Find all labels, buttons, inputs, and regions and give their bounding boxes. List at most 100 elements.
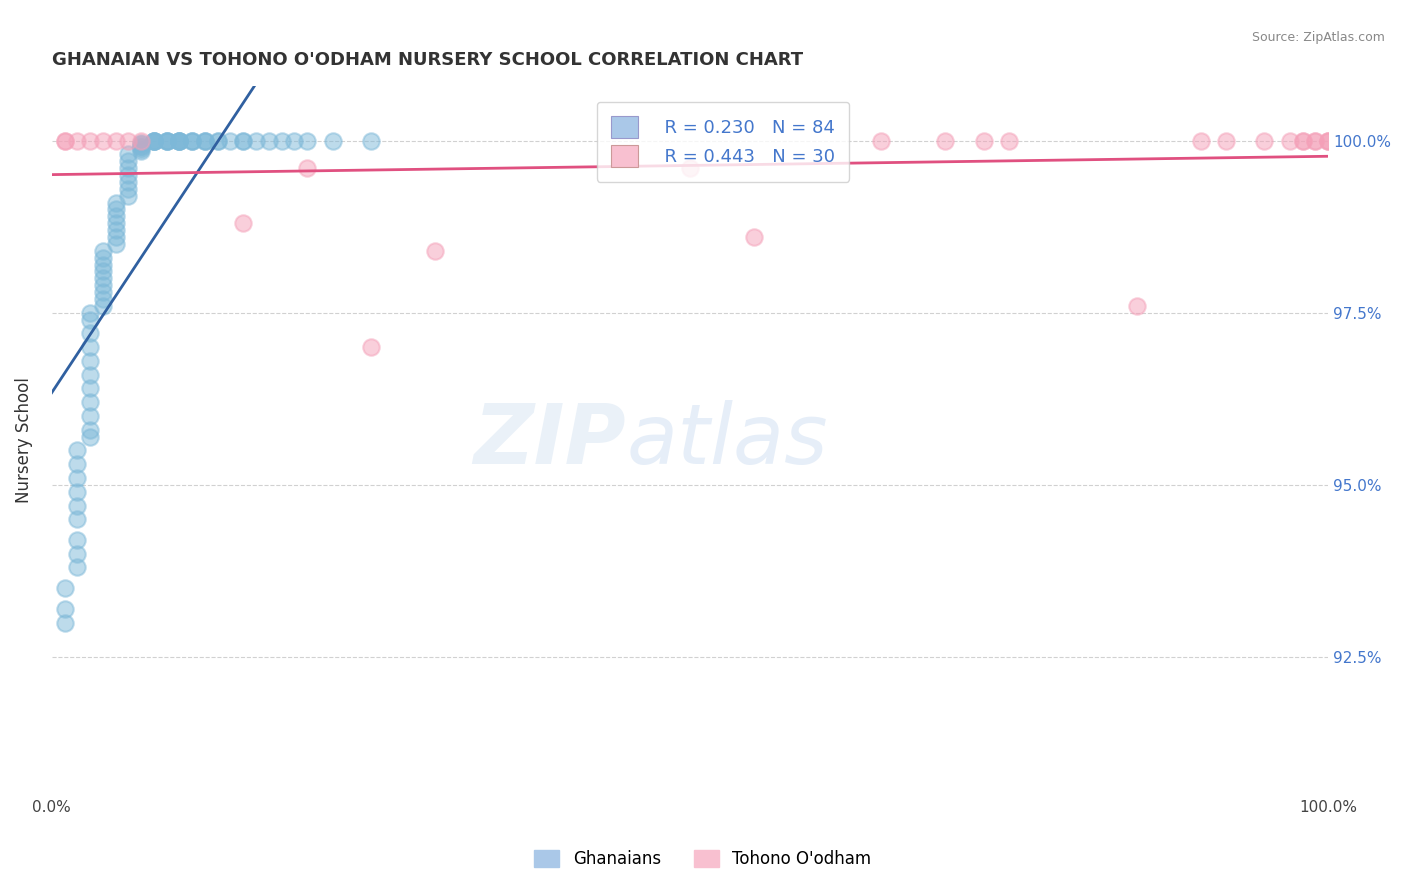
Point [181,134,204,148]
Point [169,134,191,148]
Point [53,134,76,148]
Point [156,134,179,148]
Point [129,136,152,151]
Point [232,134,254,148]
Point [1125,299,1147,313]
Point [66,547,89,561]
Point [117,134,139,148]
Point [142,134,165,148]
Point [91,278,114,293]
Point [270,134,292,148]
Point [66,134,89,148]
Point [1278,134,1301,148]
Point [79,395,101,409]
Legend: Ghanaians, Tohono O'odham: Ghanaians, Tohono O'odham [527,843,879,875]
Point [998,134,1021,148]
Point [360,134,382,148]
Point [104,210,127,224]
Point [142,134,165,148]
Point [181,134,204,148]
Point [91,134,114,148]
Point [129,140,152,154]
Point [142,134,165,148]
Point [53,602,76,616]
Point [207,134,229,148]
Point [79,368,101,382]
Point [79,423,101,437]
Point [104,202,127,217]
Point [66,471,89,485]
Point [79,409,101,423]
Point [66,443,89,458]
Point [79,326,101,341]
Point [129,134,152,148]
Text: Source: ZipAtlas.com: Source: ZipAtlas.com [1251,31,1385,45]
Point [156,134,179,148]
Point [117,154,139,169]
Point [194,134,217,148]
Point [66,499,89,513]
Point [91,292,114,306]
Point [79,354,101,368]
Point [91,264,114,278]
Point [53,615,76,630]
Point [79,306,101,320]
Point [1253,134,1275,148]
Point [91,244,114,258]
Y-axis label: Nursery School: Nursery School [15,377,32,503]
Point [1305,134,1327,148]
Point [66,533,89,547]
Point [169,134,191,148]
Point [117,182,139,196]
Point [742,230,765,244]
Point [104,236,127,251]
Point [679,161,702,175]
Point [219,134,242,148]
Point [169,134,191,148]
Point [104,230,127,244]
Point [1317,134,1340,148]
Point [91,258,114,272]
Point [129,139,152,153]
Point [91,285,114,299]
Point [66,484,89,499]
Point [142,134,165,148]
Point [117,188,139,202]
Point [104,223,127,237]
Point [142,134,165,148]
Point [1189,134,1212,148]
Point [1291,134,1313,148]
Point [129,142,152,156]
Point [169,134,191,148]
Point [129,144,152,158]
Point [1317,134,1340,148]
Point [117,147,139,161]
Point [104,134,127,148]
Point [117,175,139,189]
Point [257,134,280,148]
Point [423,244,446,258]
Point [104,195,127,210]
Point [79,382,101,396]
Point [117,161,139,175]
Point [283,134,305,148]
Point [181,134,204,148]
Legend:   R = 0.230   N = 84,   R = 0.443   N = 30: R = 0.230 N = 84, R = 0.443 N = 30 [598,102,849,182]
Point [156,134,179,148]
Point [360,340,382,354]
Text: atlas: atlas [626,400,828,481]
Point [1215,134,1237,148]
Point [322,134,344,148]
Point [66,560,89,574]
Point [79,312,101,326]
Point [245,134,267,148]
Point [79,134,101,148]
Point [156,134,179,148]
Point [91,251,114,265]
Point [194,134,217,148]
Point [104,216,127,230]
Point [194,134,217,148]
Point [295,134,318,148]
Point [91,271,114,285]
Point [53,134,76,148]
